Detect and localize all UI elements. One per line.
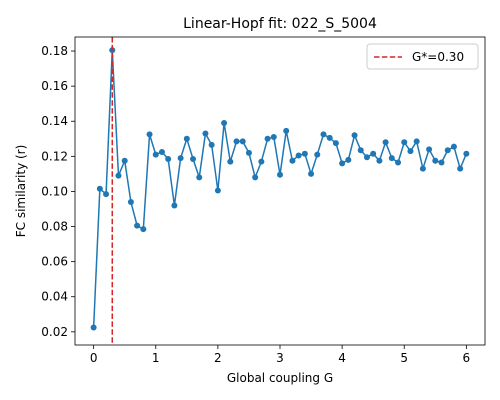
x-tick-label: 5 [400, 351, 408, 365]
data-point [401, 139, 408, 146]
data-point [96, 185, 103, 192]
data-point [301, 150, 308, 157]
data-point [165, 155, 172, 162]
data-point [283, 127, 290, 134]
data-point [463, 150, 470, 157]
data-point [171, 202, 178, 209]
chart-title: Linear-Hopf fit: 022_S_5004 [183, 16, 377, 32]
data-point [115, 172, 122, 179]
data-point [326, 134, 333, 141]
data-point [121, 157, 128, 164]
data-point [103, 191, 110, 198]
data-point [227, 158, 234, 165]
data-point [432, 157, 439, 164]
y-tick-label: 0.18 [41, 44, 68, 58]
data-point [190, 155, 197, 162]
data-point [252, 174, 259, 181]
y-tick-label: 0.04 [41, 290, 68, 304]
data-point [264, 135, 271, 142]
data-point [270, 134, 277, 141]
data-point [245, 149, 252, 156]
y-tick-label: 0.14 [41, 114, 68, 128]
data-point [277, 171, 283, 178]
data-point [419, 165, 426, 172]
x-tick-label: 1 [152, 351, 160, 365]
data-point [388, 155, 395, 162]
data-point [450, 143, 457, 150]
x-axis-label: Global coupling G [227, 371, 333, 385]
data-point [457, 165, 464, 172]
data-point [444, 147, 451, 154]
data-point [196, 174, 203, 181]
data-point [239, 138, 246, 145]
data-point [140, 226, 147, 233]
y-tick-label: 0.06 [41, 255, 68, 269]
x-tick-label: 3 [276, 351, 284, 365]
data-point [258, 158, 265, 165]
data-point [233, 138, 240, 145]
x-tick-label: 0 [90, 351, 98, 365]
x-tick-label: 4 [338, 351, 346, 365]
data-point [357, 147, 364, 154]
data-point [332, 140, 339, 147]
data-point [295, 152, 302, 159]
y-tick-label: 0.02 [41, 325, 68, 339]
y-tick-label: 0.10 [41, 184, 68, 198]
data-point [183, 135, 190, 142]
data-point [308, 170, 315, 177]
data-point [407, 148, 414, 155]
data-point [370, 150, 377, 157]
y-tick-label: 0.08 [41, 220, 68, 234]
y-tick-label: 0.16 [41, 79, 68, 93]
data-point [134, 222, 141, 229]
data-point [345, 156, 352, 163]
data-point [376, 157, 383, 164]
data-point [314, 151, 321, 158]
data-point [152, 151, 159, 158]
data-point [395, 159, 402, 166]
data-point [127, 198, 134, 205]
data-point [177, 155, 184, 162]
data-point [146, 131, 153, 138]
data-point [289, 157, 296, 164]
data-point [413, 138, 420, 145]
data-point [158, 148, 165, 155]
y-axis-label: FC similarity (r) [14, 145, 28, 238]
data-point [214, 187, 221, 194]
data-point [90, 324, 97, 331]
y-tick-label: 0.12 [41, 149, 68, 163]
plot-area: 0 1 2 3 4 5 6 0.02 0.04 0.06 0.08 0.10 0.12 0.14 0.16 0… [41, 36, 486, 365]
x-tick-label: 6 [463, 351, 471, 365]
x-tick-label: 2 [214, 351, 222, 365]
axes-frame [74, 36, 486, 346]
data-point [351, 132, 358, 139]
data-point [320, 131, 327, 138]
legend-box [366, 43, 479, 70]
data-point [221, 119, 228, 126]
data-point [339, 160, 346, 167]
data-point [363, 154, 370, 161]
legend-label: G*=0.30 [412, 50, 464, 64]
data-point [202, 130, 209, 137]
data-point [438, 159, 445, 166]
legend: G*=0.30 [366, 43, 479, 70]
data-point [382, 139, 389, 146]
data-point [426, 146, 433, 153]
data-point [208, 141, 215, 148]
